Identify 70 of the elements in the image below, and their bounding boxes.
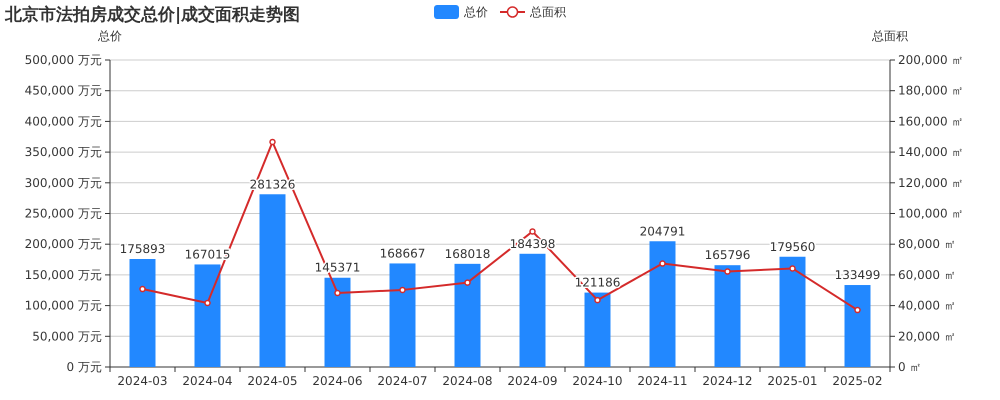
bar [324, 278, 350, 367]
legend-label: 总价 [463, 5, 488, 19]
point [724, 268, 731, 275]
bar [780, 256, 806, 367]
point [594, 296, 601, 304]
data-label: 165796 [704, 248, 750, 262]
data-label: 204791 [640, 224, 686, 238]
y2-axis-title: 总面积 [871, 29, 908, 43]
point [529, 228, 536, 235]
chart-title: 北京市法拍房成交总价|成交面积走势图 [4, 5, 300, 25]
y-tick-label: 100,000 万元 [24, 298, 102, 313]
y-tick-label: 150,000 万元 [24, 268, 102, 282]
y-tick-label: 0 万元 [66, 360, 102, 374]
point [464, 279, 471, 286]
bar [454, 264, 480, 367]
data-label: 168018 [444, 246, 490, 261]
x-tick-label: 2024-06 [312, 374, 363, 388]
y2-tick-label: 140,000 ㎡ [898, 145, 964, 160]
point [269, 138, 276, 146]
legend-label: 总面积 [529, 5, 566, 19]
y2-tick-label: 0 ㎡ [898, 360, 922, 374]
x-tick-label: 2024-11 [637, 374, 688, 388]
data-label: 175893 [120, 242, 166, 256]
y-tick-label: 400,000 万元 [24, 114, 102, 128]
y2-tick-label: 160,000 ㎡ [898, 114, 964, 128]
x-tick-label: 2024-04 [182, 374, 233, 388]
x-tick-label: 2024-05 [247, 374, 298, 388]
y-tick-label: 300,000 万元 [24, 176, 102, 190]
y2-tick-label: 200,000 ㎡ [898, 53, 964, 67]
y-tick-label: 200,000 万元 [24, 237, 102, 252]
y-tick-label: 500,000 万元 [24, 53, 102, 67]
point [659, 260, 666, 267]
y-axis-title: 总价 [97, 29, 122, 43]
y2-tick-label: 20,000 ㎡ [898, 329, 956, 344]
x-tick-label: 2024-07 [377, 374, 428, 388]
x-tick-label: 2024-10 [572, 374, 623, 388]
bar [194, 264, 220, 367]
bar [260, 194, 286, 367]
y2-tick-label: 180,000 ㎡ [898, 84, 964, 98]
bar [390, 263, 416, 367]
point [204, 300, 211, 306]
bar [520, 254, 546, 367]
bar [714, 265, 740, 367]
x-tick-label: 2024-12 [702, 374, 753, 388]
point [399, 286, 406, 294]
point [334, 290, 341, 296]
bar [130, 259, 156, 367]
point [789, 265, 796, 272]
x-tick-label: 2024-03 [117, 374, 168, 388]
data-label: 133499 [834, 268, 880, 282]
x-tick-label: 2025-01 [767, 374, 818, 388]
bar [650, 241, 676, 367]
point [139, 286, 146, 292]
x-tick-label: 2024-08 [442, 374, 493, 388]
bar [584, 292, 610, 367]
data-label: 179560 [770, 240, 816, 254]
data-label: 168667 [380, 246, 426, 260]
point [854, 306, 861, 314]
y-tick-label: 250,000 万元 [24, 206, 102, 220]
x-tick-label: 2024-09 [507, 374, 558, 388]
y2-tick-label: 40,000 ㎡ [898, 298, 956, 313]
x-tick-label: 2025-02 [832, 374, 883, 388]
y-tick-label: 450,000 万元 [24, 84, 102, 98]
y2-tick-label: 60,000 ㎡ [898, 268, 956, 282]
y-tick-label: 350,000 万元 [24, 145, 102, 160]
bar [844, 285, 870, 367]
y2-tick-label: 100,000 ㎡ [898, 206, 964, 220]
y2-tick-label: 80,000 ㎡ [898, 237, 956, 252]
y-tick-label: 50,000 万元 [32, 329, 102, 344]
y2-tick-label: 120,000 ㎡ [898, 176, 964, 190]
